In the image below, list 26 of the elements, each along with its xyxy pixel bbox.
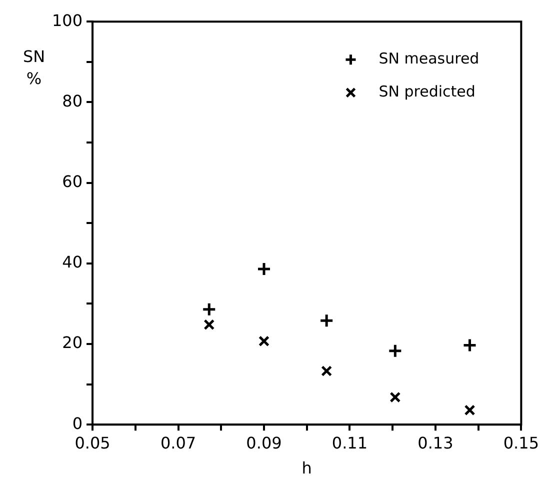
x-tick-label: 0.05 (74, 433, 110, 452)
legend-label: SN measured (378, 49, 480, 68)
point (390, 392, 401, 403)
legend-label: SN predicted (378, 82, 476, 100)
y-tick-label: 80 (62, 91, 83, 110)
point (321, 366, 332, 376)
point (204, 319, 215, 330)
y-tick-label: 20 (62, 333, 83, 352)
point (388, 344, 402, 358)
x-axis-title: h (302, 458, 312, 478)
y-tick-label: 100 (52, 10, 83, 30)
x-tick-label: 0.07 (160, 433, 196, 452)
y-tick-label: 0 (72, 414, 83, 433)
point (202, 302, 216, 317)
y-tick-label: 60 (62, 172, 83, 191)
point (464, 404, 476, 416)
x-tick-label: 0.13 (418, 433, 454, 452)
point (258, 336, 270, 347)
y-tick-label: 40 (62, 252, 83, 272)
point (319, 313, 334, 328)
x-tick-label: 0.15 (503, 433, 539, 452)
point (256, 262, 272, 276)
y-axis-title: SN % (22, 46, 46, 88)
x-tick-label: 0.11 (332, 433, 368, 452)
x-tick-label: 0.09 (246, 433, 282, 452)
point (462, 338, 477, 352)
